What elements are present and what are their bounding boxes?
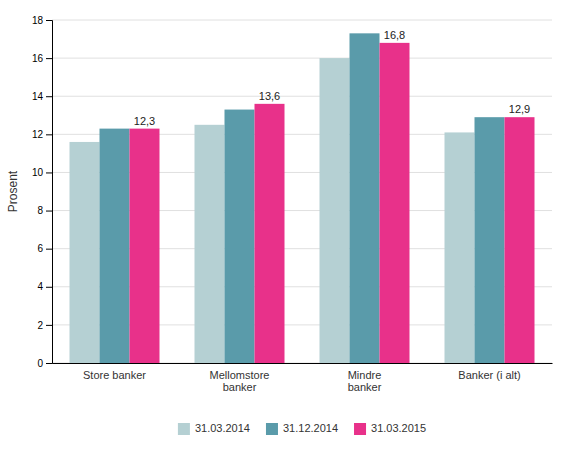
y-tick-mark [46, 172, 52, 173]
bar [475, 117, 505, 363]
bar-series [100, 33, 505, 363]
x-axis: Store banker Mellomstorebanker Mindrebanke… [53, 364, 553, 394]
y-tick: 8 [37, 205, 52, 216]
x-tick-label: Banker (i alt) [458, 369, 520, 381]
y-tick-label: 10 [32, 167, 44, 178]
y-tick-mark [46, 211, 52, 212]
y-axis-title: Prosent [6, 170, 20, 212]
data-label: 12,3 [134, 115, 155, 127]
legend-swatch [354, 423, 366, 435]
grid-line [52, 20, 552, 21]
legend-label: 31.03.2014 [195, 422, 250, 434]
legend-label: 31.12.2014 [283, 422, 338, 434]
x-tick: Mellomstorebanker [210, 369, 270, 394]
bar [320, 58, 350, 363]
y-tick: 14 [32, 91, 52, 102]
y-tick-mark [46, 287, 52, 288]
legend-label: 31.03.2015 [371, 422, 426, 434]
y-tick-label: 14 [32, 91, 44, 102]
x-tick-label: Mindrebanker [348, 369, 382, 394]
bar [70, 142, 100, 363]
y-tick-mark [46, 249, 52, 250]
bar-series [130, 43, 535, 363]
bar-series [70, 58, 475, 363]
legend-swatch [266, 423, 278, 435]
bar [380, 43, 410, 363]
y-tick: 10 [32, 167, 52, 178]
bar [445, 132, 475, 363]
x-tick: Banker (i alt) [458, 369, 520, 381]
y-tick: 12 [32, 129, 52, 140]
y-tick-label: 4 [37, 281, 43, 292]
bar [195, 125, 225, 363]
legend: 31.03.2014 31.12.2014 31.03.2015 [178, 422, 426, 435]
y-tick-label: 6 [37, 243, 43, 254]
bar [255, 104, 285, 363]
y-tick: 16 [32, 53, 52, 64]
y-tick: 0 [37, 358, 52, 369]
plot-area: 0 2 4 6 8 10 12 14 16 18 Store banker Mellomstoreba… [32, 15, 553, 394]
y-axis-line [46, 21, 53, 364]
data-label: 16,8 [384, 29, 405, 41]
y-tick: 4 [37, 281, 52, 292]
y-tick-mark [46, 325, 52, 326]
y-tick: 18 [32, 15, 52, 26]
y-tick-label: 8 [37, 205, 43, 216]
x-axis-line [53, 363, 553, 364]
x-tick-label: Mellomstorebanker [210, 369, 270, 394]
legend-item: 31.03.2015 [354, 422, 426, 435]
y-tick-label: 16 [32, 53, 44, 64]
y-tick-label: 18 [32, 15, 44, 26]
x-tick: Store banker [83, 369, 146, 381]
y-tick: 2 [37, 320, 52, 331]
bar [505, 117, 535, 363]
x-tick-label: Store banker [83, 369, 146, 381]
y-tick-mark [46, 134, 52, 135]
y-tick-mark [46, 20, 52, 21]
y-tick-mark [46, 96, 52, 97]
data-labels: 12,3 13,6 16,8 12,9 [134, 29, 530, 127]
legend-item: 31.12.2014 [266, 422, 338, 435]
legend-swatch [178, 423, 190, 435]
y-tick-mark [46, 363, 52, 364]
data-label: 12,9 [509, 103, 530, 115]
data-label: 13,6 [259, 90, 280, 102]
bar [350, 33, 380, 363]
x-tick: Mindrebanker [348, 369, 382, 394]
y-tick-label: 12 [32, 129, 44, 140]
y-tick-label: 2 [37, 320, 43, 331]
bar [130, 129, 160, 363]
y-tick: 6 [37, 243, 52, 254]
grid [52, 20, 552, 363]
bar [100, 129, 130, 363]
bar [225, 110, 255, 363]
grid-line [52, 96, 552, 97]
grid-line [52, 58, 552, 59]
y-axis: 0 2 4 6 8 10 12 14 16 18 [32, 15, 53, 369]
y-tick-label: 0 [37, 358, 43, 369]
y-tick-mark [46, 58, 52, 59]
chart-svg: 0 2 4 6 8 10 12 14 16 18 Store banker Mellomstoreba… [0, 0, 567, 463]
chart-container: 0 2 4 6 8 10 12 14 16 18 Store banker Mellomstoreba… [0, 0, 567, 463]
bars [70, 33, 535, 363]
legend-item: 31.03.2014 [178, 422, 250, 435]
